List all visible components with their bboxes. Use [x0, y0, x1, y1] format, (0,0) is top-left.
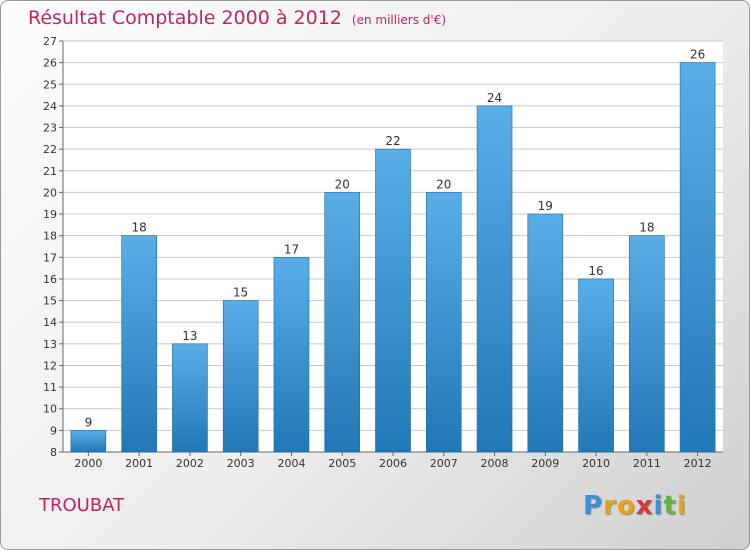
y-tick-label: 14	[43, 316, 57, 329]
chart-subtitle: (en milliers d'€)	[351, 13, 447, 27]
data-label: 13	[182, 329, 197, 343]
bar-2005	[324, 192, 361, 453]
y-tick-label: 22	[43, 143, 57, 156]
x-tick-label: 2011	[633, 457, 661, 470]
y-tick-label: 16	[43, 273, 57, 286]
y-tick-label: 25	[43, 78, 57, 91]
bar-2011	[629, 235, 665, 453]
y-tick-label: 23	[43, 122, 57, 135]
data-label: 17	[284, 242, 299, 256]
logo-letter: o	[616, 491, 636, 521]
y-tick-label: 8	[50, 446, 57, 459]
data-label: 9	[85, 415, 93, 429]
x-tick-label: 2007	[430, 457, 458, 470]
logo-letter: t	[663, 491, 677, 521]
bar-2007	[425, 192, 462, 453]
data-label: 18	[132, 221, 147, 235]
bar-2001	[121, 235, 157, 453]
chart-title-text: Résultat Comptable 2000 à 2012	[28, 7, 342, 29]
x-tick-label: 2002	[176, 457, 204, 470]
data-label: 20	[335, 177, 350, 191]
data-label: 20	[436, 177, 451, 191]
y-tick-label: 24	[43, 100, 57, 113]
y-tick-label: 12	[43, 359, 57, 372]
x-tick-label: 2009	[531, 457, 559, 470]
y-tick-label: 19	[43, 208, 57, 221]
x-tick-label: 2003	[227, 457, 255, 470]
y-tick-label: 21	[43, 165, 57, 178]
y-tick-label: 13	[43, 338, 57, 351]
data-label: 19	[538, 199, 553, 213]
bar-2002	[172, 343, 208, 453]
x-tick-label: 2001	[125, 457, 153, 470]
y-tick-label: 27	[43, 35, 57, 48]
data-label: 15	[233, 286, 248, 300]
bar-2009	[527, 213, 564, 453]
y-tick-label: 20	[43, 186, 57, 199]
logo-letter: i	[676, 491, 687, 521]
logo-letter: r	[603, 491, 617, 521]
bar-2000	[70, 430, 107, 453]
y-tick-label: 17	[43, 251, 57, 264]
bar-2012	[679, 62, 716, 453]
data-label: 22	[385, 134, 400, 148]
place-name: TROUBAT	[39, 495, 125, 516]
x-tick-label: 2008	[481, 457, 509, 470]
logo-letter: i	[653, 491, 664, 521]
x-tick-label: 2006	[379, 457, 407, 470]
x-tick-label: 2010	[582, 457, 610, 470]
bar-2008	[476, 105, 513, 453]
data-label: 24	[487, 91, 502, 105]
x-tick-label: 2004	[277, 457, 305, 470]
bar-2003	[222, 300, 259, 453]
data-label: 26	[690, 48, 705, 62]
logo-letter: x	[635, 491, 654, 521]
y-tick-label: 9	[50, 424, 57, 437]
x-tick-label: 2000	[74, 457, 102, 470]
bar-2010	[578, 278, 614, 453]
bar-2004	[273, 257, 310, 453]
y-tick-label: 15	[43, 295, 57, 308]
bar-2006	[375, 148, 411, 453]
logo-letter: P	[583, 491, 604, 521]
x-tick-label: 2005	[328, 457, 356, 470]
data-label: 18	[639, 221, 654, 235]
y-tick-label: 26	[43, 57, 57, 70]
chart-title: Résultat Comptable 2000 à 2012 (en millie…	[28, 7, 446, 29]
y-tick-label: 18	[43, 230, 57, 243]
y-tick-label: 10	[43, 403, 57, 416]
proxiti-logo: Proxiti	[583, 491, 687, 521]
x-tick-label: 2012	[684, 457, 712, 470]
data-label: 16	[588, 264, 603, 278]
y-tick-label: 11	[43, 381, 57, 394]
